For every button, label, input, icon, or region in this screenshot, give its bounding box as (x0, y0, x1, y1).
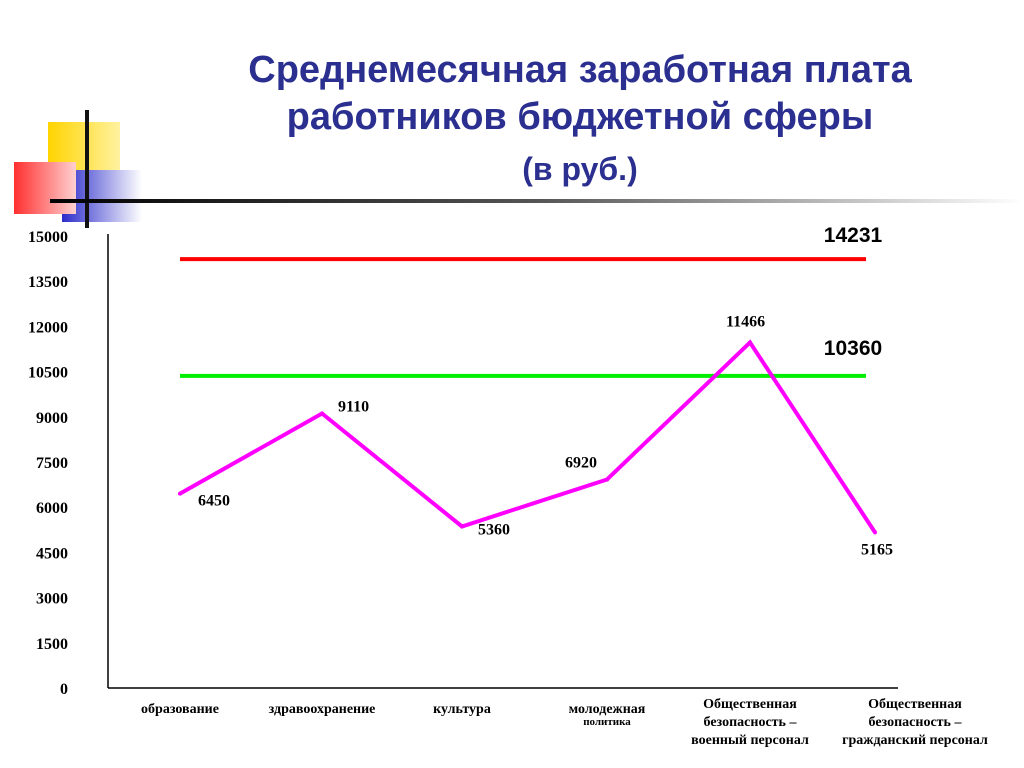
deco-red-square (14, 162, 76, 214)
data-label: 11466 (726, 313, 765, 330)
x-tick-label: культура (433, 702, 491, 717)
chart-title-line-1: Среднемесячная заработная плата (248, 49, 912, 91)
data-point (320, 411, 324, 416)
x-tick-label: Общественная безопасность – военный персон… (691, 697, 809, 748)
y-tick-label: 4500 (36, 545, 68, 562)
data-point (748, 340, 752, 345)
y-tick-label: 3000 (36, 591, 68, 608)
data-point (178, 491, 182, 496)
y-tick-label: 7500 (36, 455, 68, 472)
data-label: 5360 (478, 521, 510, 538)
y-tick-label: 13500 (28, 274, 68, 291)
data-series: 6450 9110 5360 6920 11466 5165 (178, 313, 893, 558)
data-label: 9110 (338, 398, 369, 415)
series-line (179, 339, 877, 534)
data-label: 6920 (565, 454, 597, 471)
data-label: 5165 (861, 541, 893, 558)
chart-title-units: (в руб.) (522, 151, 638, 187)
reference-line-label: 14231 (824, 224, 883, 247)
deco-horizontal-rule (50, 199, 1024, 203)
y-tick-label: 9000 (36, 410, 68, 427)
y-tick-labels: 0 1500 3000 4500 6000 7500 9000 10500 12000 13500… (28, 229, 68, 698)
x-tick-label: Общественная безопасность – гражданский пе… (842, 697, 988, 748)
y-tick-label: 10500 (28, 365, 68, 382)
data-point (873, 530, 877, 535)
decorative-ornament (0, 100, 1024, 230)
chart-title-line-2: работников бюджетной сферы (286, 96, 874, 138)
y-tick-label: 12000 (28, 319, 68, 336)
y-tick-label: 6000 (36, 500, 68, 517)
x-tick-labels: образование здравоохранение культура молоде… (141, 697, 988, 748)
deco-vertical-bar (85, 110, 89, 228)
x-tick-label: образование (141, 702, 219, 717)
x-tick-label: здравоохранение (269, 702, 376, 717)
reference-lines: 14231 10360 (180, 224, 883, 378)
data-point (605, 477, 609, 482)
chart-axes (107, 234, 898, 689)
x-tick-label: молодежная политика (569, 702, 646, 728)
data-label: 6450 (198, 493, 230, 510)
data-point (460, 524, 464, 529)
y-tick-label: 0 (60, 681, 68, 698)
reference-line-label: 10360 (824, 337, 882, 360)
y-tick-label: 15000 (28, 229, 68, 246)
y-tick-label: 1500 (36, 636, 68, 653)
